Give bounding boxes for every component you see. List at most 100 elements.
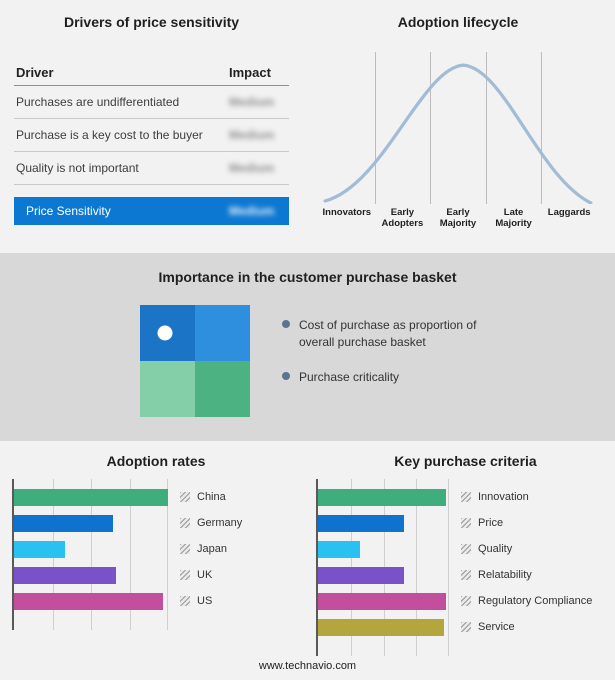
bar-row (14, 588, 168, 614)
criteria-panel: Key purchase criteria Innovation Price Qua… (300, 453, 615, 656)
criteria-chart: Innovation Price Quality Relatability Regula… (316, 479, 615, 656)
bar-innovation (318, 488, 447, 506)
legend-bullet-icon (282, 371, 290, 380)
stage-separator (430, 52, 432, 204)
bar-label: Service (478, 621, 515, 633)
bar-quality (318, 540, 360, 558)
bar-row (14, 484, 168, 510)
bar-label-row: Price (461, 510, 592, 536)
bar-relatability (318, 566, 405, 584)
drivers-table-header: Driver Impact (14, 60, 289, 86)
bar-label: Japan (197, 543, 227, 555)
bar-row (318, 614, 449, 640)
bar-label-row: Service (461, 614, 592, 640)
hatch-swatch-icon (180, 492, 190, 502)
bar-service (318, 618, 444, 636)
price-sensitivity-row: Price Sensitivity Medium (14, 197, 289, 225)
hatch-swatch-icon (180, 544, 190, 554)
drivers-table: Driver Impact Purchases are undifferenti… (14, 60, 289, 185)
adoption-rates-plot (12, 479, 168, 630)
bar-row (14, 510, 168, 536)
bar-label: China (197, 491, 226, 503)
basket-legend: Cost of purchase as proportion of overal… (282, 305, 500, 385)
basket-section: Importance in the customer purchase bask… (0, 253, 615, 441)
bar-label: Regulatory Compliance (478, 595, 593, 607)
hatch-swatch-icon (461, 544, 471, 554)
criteria-labels: Innovation Price Quality Relatability Regula… (461, 479, 592, 656)
drivers-table-rows: Purchases are undifferentiated Medium Pu… (14, 86, 289, 185)
quadrant-bottom-left (140, 361, 195, 417)
bar-germany (14, 514, 113, 532)
lifecycle-chart (319, 52, 597, 204)
stage-label: Early Majority (439, 207, 477, 229)
price-sensitivity-label: Price Sensitivity (26, 204, 111, 218)
bar-row (318, 510, 449, 536)
bar-china (14, 488, 168, 506)
footer: www.technavio.com (0, 660, 615, 672)
basket-title: Importance in the customer purchase bask… (158, 269, 457, 285)
hatch-swatch-icon (461, 492, 471, 502)
bar-label: Innovation (478, 491, 529, 503)
basket-body: Cost of purchase as proportion of overal… (0, 305, 615, 417)
gridline (167, 479, 168, 630)
impact-cell: Medium (229, 95, 275, 109)
bar-label: US (197, 595, 213, 607)
stage-label: Early Adopters (381, 207, 424, 229)
driver-cell: Quality is not important (16, 161, 139, 175)
lifecycle-panel: Adoption lifecycle Innovators Early Adopt… (305, 0, 615, 253)
driver-cell: Purchases are undifferentiated (16, 95, 180, 109)
bar-row (14, 562, 168, 588)
gridline (416, 479, 418, 656)
driver-row: Purchases are undifferentiated Medium (14, 86, 289, 119)
drivers-panel: Drivers of price sensitivity Driver Impa… (0, 0, 305, 253)
quadrant-matrix (140, 305, 250, 417)
adoption-rates-panel: Adoption rates China Germany Japan UK US (0, 453, 300, 656)
stage-label: Innovators (322, 207, 372, 218)
bar-label-row: US (180, 588, 242, 614)
bar-label: Germany (197, 517, 243, 529)
legend-bullet-icon (282, 320, 290, 328)
hatch-swatch-icon (461, 622, 471, 632)
bar-label-row: UK (180, 562, 242, 588)
bar-row (14, 536, 168, 562)
hatch-swatch-icon (461, 596, 471, 606)
column-header-impact: Impact (229, 65, 271, 80)
bar-label: Quality (478, 543, 513, 555)
driver-row: Quality is not important Medium (14, 152, 289, 185)
bar-row (318, 588, 449, 614)
criteria-title: Key purchase criteria (394, 453, 537, 469)
drivers-title: Drivers of price sensitivity (63, 14, 240, 30)
price-sensitivity-impact: Medium (229, 204, 275, 218)
criteria-plot (316, 479, 449, 656)
gridline (448, 479, 449, 656)
gridline (91, 479, 92, 630)
legend-item: Cost of purchase as proportion of overal… (282, 317, 500, 351)
bar-label-row: Quality (461, 536, 592, 562)
bar-uk (14, 566, 116, 584)
hatch-swatch-icon (461, 570, 471, 580)
bar-label-row: Germany (180, 510, 242, 536)
stage-separator (485, 52, 487, 204)
bar-price (318, 514, 405, 532)
gridline (129, 479, 131, 630)
bar-row (318, 536, 449, 562)
bar-label-row: Japan (180, 536, 242, 562)
legend-text: Cost of purchase as proportion of overal… (299, 318, 477, 349)
impact-cell: Medium (229, 128, 275, 142)
stage-label: Late Majority (495, 207, 532, 229)
adoption-rates-title: Adoption rates (106, 453, 206, 469)
legend-text: Purchase criticality (299, 369, 400, 384)
lifecycle-stages: Innovators Early Adopters Early Majority La… (319, 207, 597, 230)
bar-label: UK (197, 569, 213, 581)
legend-item: Purchase criticality (282, 369, 500, 386)
bar-label-row: Regulatory Compliance (461, 588, 592, 614)
position-dot-icon (157, 325, 173, 341)
bar-label-row: Innovation (461, 484, 592, 510)
bar-regulatory-compliance (318, 592, 447, 610)
footer-link[interactable]: www.technavio.com (258, 660, 357, 672)
bottom-section: Adoption rates China Germany Japan UK US Key… (0, 441, 615, 656)
column-header-driver: Driver (16, 65, 54, 80)
hatch-swatch-icon (180, 596, 190, 606)
lifecycle-title: Adoption lifecycle (397, 14, 519, 30)
